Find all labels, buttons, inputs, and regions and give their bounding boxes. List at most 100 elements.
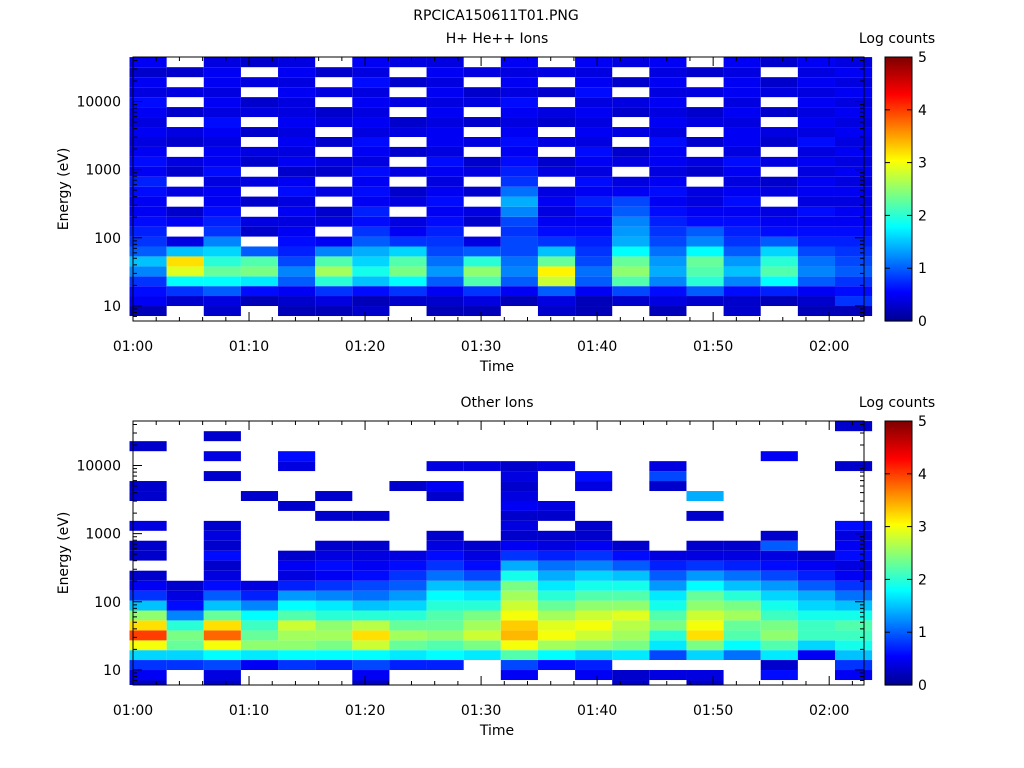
heatmap-cell bbox=[500, 286, 538, 297]
x-axis-label: Time bbox=[479, 723, 514, 739]
x-tick-label: 02:00 bbox=[809, 703, 849, 719]
heatmap-cell bbox=[760, 286, 798, 297]
heatmap-cell bbox=[203, 246, 241, 257]
heatmap-cell bbox=[500, 117, 538, 128]
y-tick-label: 10 bbox=[103, 299, 121, 315]
heatmap-cell bbox=[612, 206, 650, 217]
heatmap-cell bbox=[686, 186, 724, 197]
heatmap-cell bbox=[575, 107, 613, 118]
colorbar-swatch bbox=[885, 145, 912, 148]
heatmap-cell bbox=[797, 176, 835, 187]
heatmap-cell bbox=[426, 306, 464, 317]
heatmap-cell bbox=[723, 146, 761, 157]
heatmap-cell bbox=[649, 127, 687, 137]
heatmap-cell bbox=[278, 286, 316, 297]
colorbar-swatch bbox=[885, 595, 912, 598]
heatmap-cell bbox=[723, 590, 761, 601]
colorbar-swatch bbox=[885, 667, 912, 670]
heatmap-cell bbox=[834, 560, 873, 571]
heatmap-cell bbox=[686, 276, 724, 287]
colorbar-swatch bbox=[885, 539, 912, 542]
colorbar-swatch bbox=[885, 633, 912, 636]
heatmap-cell bbox=[463, 117, 501, 128]
colorbar-swatch bbox=[885, 499, 912, 502]
heatmap-cell bbox=[426, 650, 464, 661]
heatmap-cell bbox=[426, 296, 464, 307]
heatmap-cell bbox=[797, 97, 835, 108]
heatmap-cell bbox=[352, 206, 390, 217]
heatmap-cell bbox=[537, 570, 576, 581]
y-tick-label: 10 bbox=[103, 663, 121, 679]
heatmap-cell bbox=[500, 660, 538, 671]
colorbar-swatch bbox=[885, 261, 912, 264]
heatmap-cell bbox=[203, 550, 241, 561]
colorbar-swatch bbox=[885, 619, 912, 622]
heatmap-cell bbox=[129, 57, 167, 68]
heatmap-cell bbox=[723, 246, 761, 257]
colorbar-swatch bbox=[885, 235, 912, 238]
colorbar-swatch bbox=[885, 479, 912, 482]
heatmap-cell bbox=[537, 196, 576, 207]
colorbar-swatch bbox=[885, 301, 912, 304]
heatmap-cell bbox=[500, 481, 538, 492]
heatmap-cell bbox=[649, 620, 687, 631]
heatmap-cell bbox=[389, 57, 427, 68]
colorbar-swatch bbox=[885, 295, 912, 298]
colorbar-swatch bbox=[885, 565, 912, 568]
y-axis-label: Energy (eV) bbox=[56, 148, 72, 231]
heatmap-cell bbox=[203, 67, 241, 78]
heatmap-cell bbox=[500, 276, 538, 287]
heatmap-cell bbox=[278, 166, 316, 177]
colorbar-swatch bbox=[885, 225, 912, 228]
heatmap-cell bbox=[352, 600, 390, 611]
heatmap-cell bbox=[537, 166, 576, 177]
heatmap-cell bbox=[797, 600, 835, 611]
heatmap-cell bbox=[500, 560, 538, 571]
heatmap-cell bbox=[352, 156, 390, 167]
heatmap-cell bbox=[575, 266, 613, 277]
heatmap-cell bbox=[389, 117, 427, 128]
y-axis-ticks: 10 100 1000 10000 bbox=[76, 59, 864, 322]
heatmap-cell bbox=[166, 256, 204, 267]
heatmap-cell bbox=[166, 590, 204, 601]
heatmap-cell bbox=[760, 540, 798, 551]
heatmap-cell bbox=[315, 276, 353, 287]
heatmap-cell bbox=[612, 216, 650, 227]
heatmap-cell bbox=[797, 640, 835, 651]
colorbar-swatch bbox=[885, 253, 912, 256]
heatmap-cell bbox=[129, 166, 167, 177]
colorbar-swatch bbox=[885, 475, 912, 478]
heatmap-cell bbox=[166, 660, 204, 671]
heatmap-cell bbox=[315, 620, 353, 631]
colorbar-swatch bbox=[885, 113, 912, 116]
heatmap-cell bbox=[240, 590, 279, 601]
heatmap-cell bbox=[723, 560, 761, 571]
colorbar-tick-label: 5 bbox=[918, 414, 927, 430]
heatmap-cell bbox=[278, 610, 316, 621]
heatmap-cell bbox=[649, 156, 687, 167]
heatmap-cell bbox=[537, 580, 576, 591]
heatmap-cell bbox=[834, 226, 873, 237]
colorbar-swatch bbox=[885, 197, 912, 200]
heatmap-cell bbox=[797, 286, 835, 297]
heatmap-cell bbox=[500, 530, 538, 541]
heatmap-cell bbox=[463, 630, 501, 641]
colorbar-swatch bbox=[885, 563, 912, 566]
heatmap-cell bbox=[760, 650, 798, 661]
heatmap-cell bbox=[537, 246, 576, 257]
heatmap-cell bbox=[797, 117, 835, 128]
heatmap-cell bbox=[463, 236, 501, 247]
heatmap-cell bbox=[834, 650, 873, 661]
heatmap-cell bbox=[686, 680, 724, 685]
colorbar-swatch bbox=[885, 211, 912, 214]
heatmap-cell bbox=[463, 166, 501, 177]
heatmap-cell bbox=[575, 580, 613, 591]
heatmap-cell bbox=[129, 276, 167, 287]
heatmap-cell bbox=[278, 137, 316, 147]
heatmap-cell bbox=[612, 570, 650, 581]
heatmap-cell bbox=[352, 296, 390, 307]
colorbar-swatch bbox=[885, 173, 912, 176]
heatmap-cell bbox=[426, 137, 464, 147]
colorbar-swatch bbox=[885, 101, 912, 104]
heatmap-cell bbox=[352, 640, 390, 651]
